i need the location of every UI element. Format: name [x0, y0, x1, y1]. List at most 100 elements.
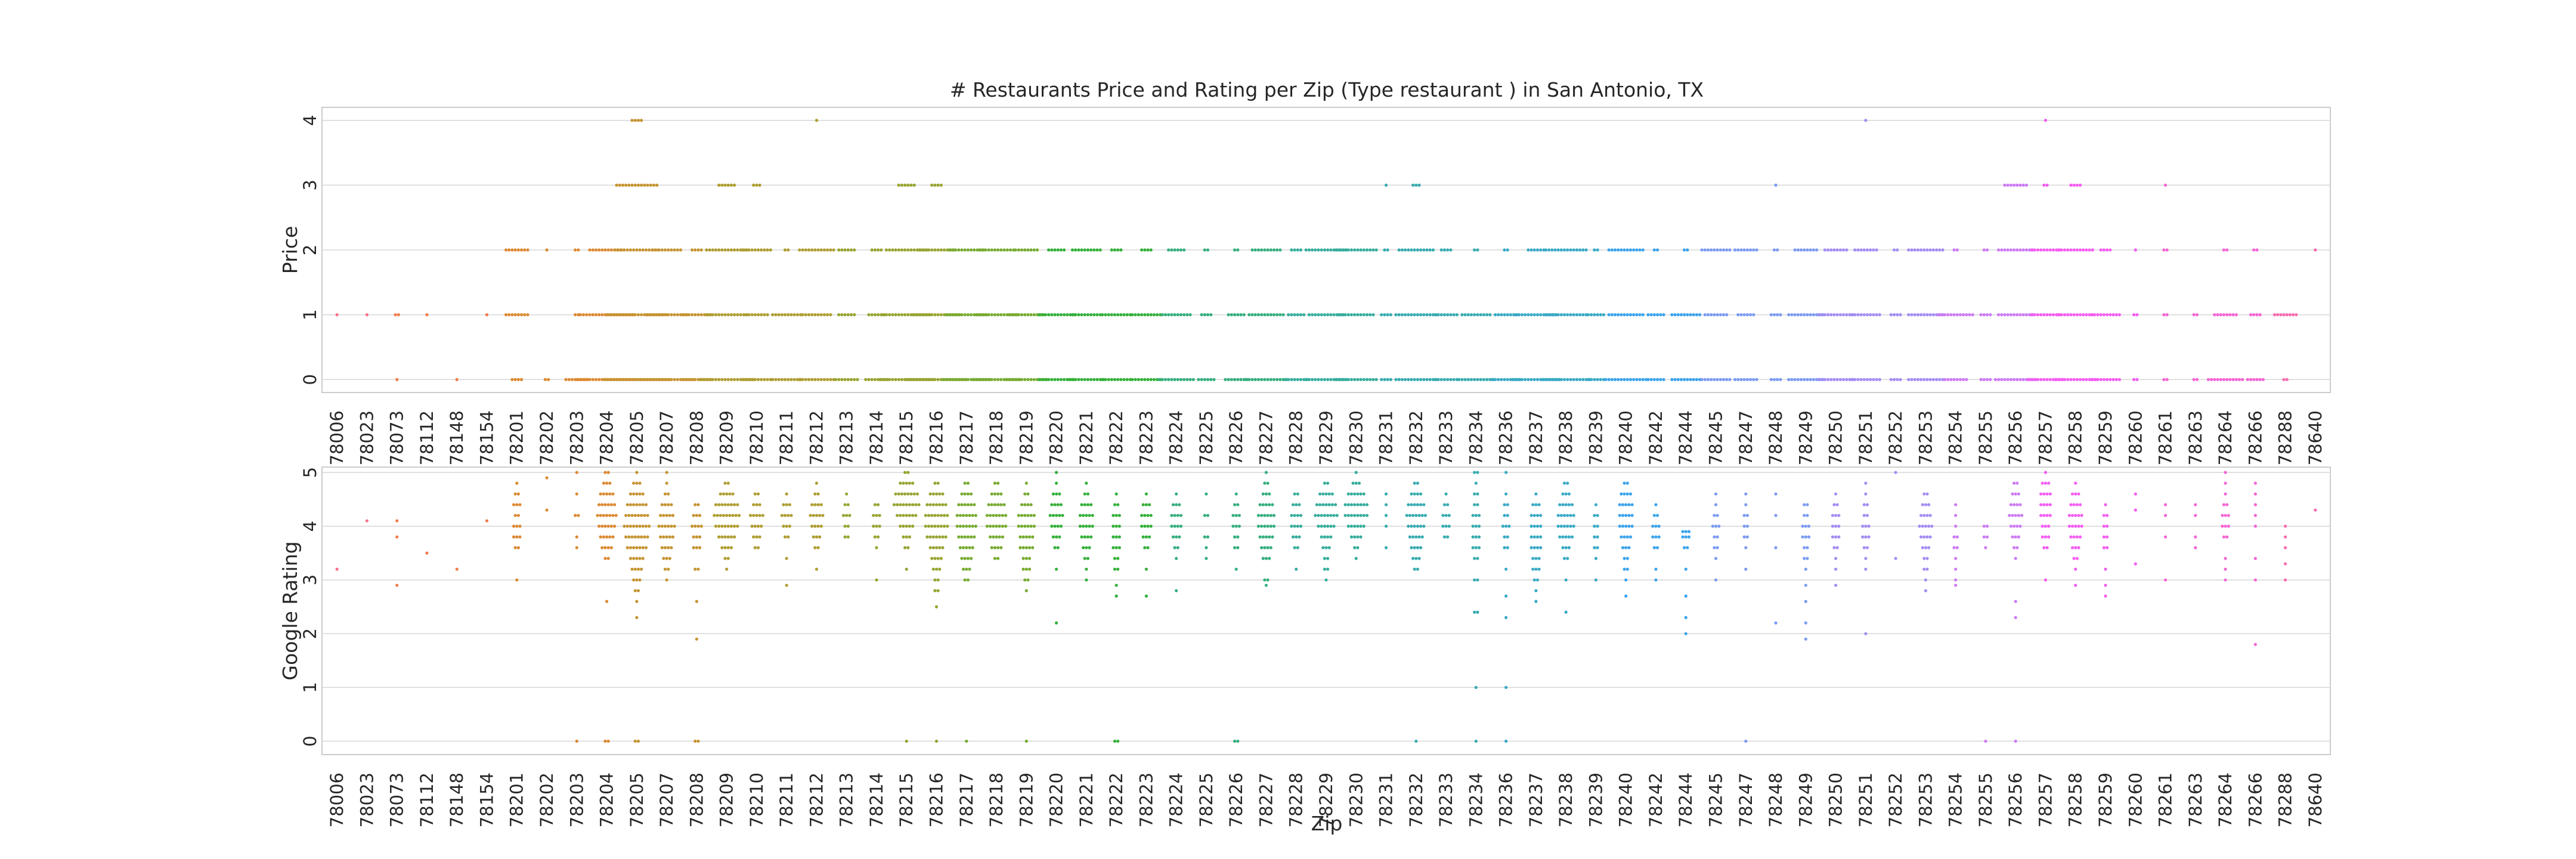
x-tick-label: 78260: [2125, 773, 2145, 827]
data-point: [2225, 313, 2229, 317]
data-point: [1490, 378, 1494, 381]
data-point: [927, 514, 931, 517]
data-point: [1137, 313, 1140, 317]
data-point: [1921, 546, 1924, 549]
data-point: [1896, 378, 1899, 381]
data-point: [755, 183, 758, 187]
data-point: [2105, 535, 2109, 539]
data-point: [1806, 503, 1809, 506]
data-point: [1062, 378, 1066, 381]
data-point: [1263, 378, 1267, 381]
data-point: [788, 524, 791, 528]
data-point: [1632, 378, 1636, 381]
data-point: [1046, 313, 1051, 317]
data-point: [1832, 378, 1836, 381]
data-point: [915, 492, 919, 496]
data-point: [1748, 313, 1753, 317]
data-point: [1776, 248, 1779, 252]
data-point: [2283, 562, 2287, 566]
data-point: [1326, 313, 1330, 317]
data-point: [1236, 535, 1240, 539]
data-point: [2012, 378, 2016, 381]
data-point: [395, 519, 399, 523]
x-tick-label: 78231: [1376, 773, 1397, 827]
data-point: [1955, 378, 1959, 381]
data-point: [1919, 535, 1923, 539]
data-point: [1380, 313, 1383, 317]
data-point: [1733, 378, 1737, 381]
data-point: [2044, 524, 2048, 528]
data-point: [1524, 313, 1527, 317]
data-point: [1925, 567, 1929, 571]
data-point: [1089, 248, 1093, 252]
data-point: [1553, 313, 1557, 317]
data-point: [1620, 535, 1623, 539]
data-point: [747, 313, 751, 317]
data-point: [1899, 378, 1902, 381]
data-point: [1371, 378, 1375, 381]
data-point: [1317, 313, 1320, 317]
data-point: [1239, 313, 1243, 317]
data-point: [761, 514, 764, 517]
data-point: [1578, 378, 1582, 381]
data-point: [596, 514, 599, 517]
data-point: [944, 503, 948, 506]
data-point: [930, 378, 934, 381]
data-point: [1442, 378, 1447, 381]
data-point: [1203, 378, 1206, 381]
data-point: [1713, 313, 1716, 317]
data-point: [662, 514, 665, 517]
data-point: [968, 546, 971, 549]
data-point: [1050, 524, 1054, 528]
data-point: [2253, 503, 2257, 506]
data-point: [998, 514, 1001, 517]
data-point: [1269, 378, 1272, 381]
data-point: [981, 248, 984, 252]
data-point: [2102, 535, 2106, 539]
data-point: [1044, 313, 1047, 317]
data-point: [512, 524, 516, 528]
data-point: [690, 248, 694, 252]
x-tick-label: 78202: [537, 773, 557, 827]
data-point: [1077, 378, 1080, 381]
data-point: [1356, 546, 1360, 549]
data-point: [1575, 313, 1578, 317]
data-point: [1593, 378, 1596, 381]
data-point: [780, 514, 784, 517]
data-point: [1725, 313, 1729, 317]
data-point: [934, 503, 939, 506]
data-point: [1651, 535, 1655, 539]
data-point: [1017, 514, 1020, 517]
data-point: [1556, 248, 1560, 252]
data-point: [931, 546, 935, 549]
data-point: [726, 183, 730, 187]
data-point: [1258, 503, 1262, 506]
data-point: [1119, 313, 1123, 317]
data-point: [927, 378, 931, 381]
data-point: [719, 514, 722, 517]
x-tick-label: 78234: [1466, 410, 1486, 465]
data-point: [1559, 313, 1563, 317]
data-point: [755, 535, 758, 539]
data-point: [2072, 313, 2076, 317]
data-point: [977, 248, 982, 252]
data-point: [575, 535, 578, 539]
data-point: [1008, 248, 1013, 252]
data-point: [1476, 492, 1479, 496]
data-point: [2104, 503, 2107, 506]
data-point: [1293, 378, 1296, 381]
data-point: [1624, 503, 1628, 506]
data-point: [365, 519, 369, 523]
data-point: [636, 535, 640, 539]
data-point: [641, 546, 645, 549]
x-tick-label: 78073: [387, 410, 407, 465]
data-point: [918, 378, 921, 381]
data-point: [1175, 535, 1178, 539]
data-point: [1353, 546, 1357, 549]
data-point: [2009, 248, 2012, 252]
data-point: [1955, 546, 1959, 549]
data-point: [644, 546, 648, 549]
data-point: [925, 503, 929, 506]
data-point: [1449, 313, 1453, 317]
data-point: [1058, 514, 1061, 517]
